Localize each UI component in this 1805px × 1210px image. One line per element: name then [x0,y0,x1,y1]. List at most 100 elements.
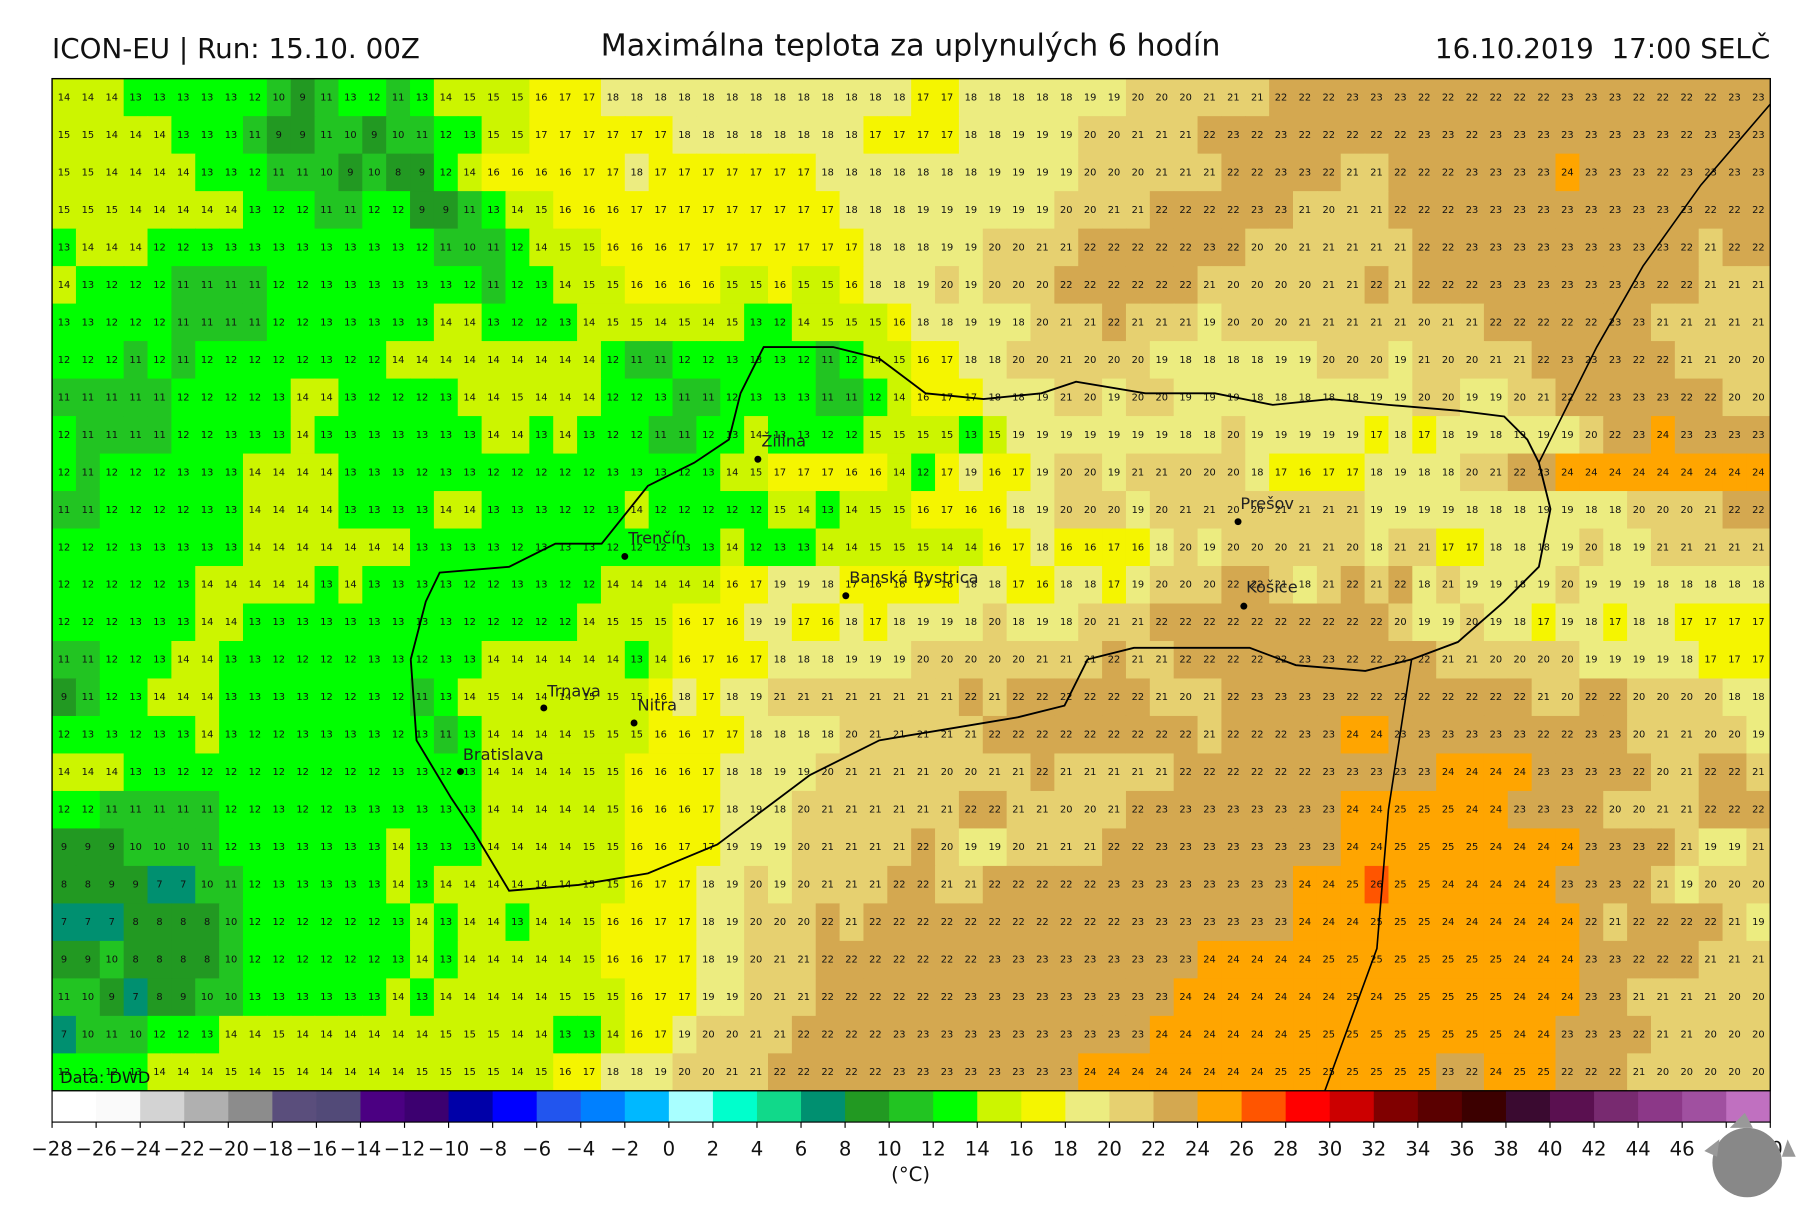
temp-value: 21 [774,955,787,966]
temp-cell [1364,266,1390,305]
temp-value: 12 [58,580,71,591]
temp-cell [1269,153,1294,192]
temp-value: 11 [129,355,142,366]
temp-value: 8 [61,880,67,891]
temp-value: 12 [273,955,286,966]
colorbar-tick-label: 16 [1009,1138,1034,1161]
temp-value: 14 [82,92,95,103]
temp-value: 22 [1203,130,1216,141]
temp-value: 13 [392,767,405,778]
temp-value: 17 [798,167,811,178]
temp-value: 14 [893,467,906,478]
temp-cell [386,228,411,267]
temp-value: 25 [1394,842,1407,853]
city-label: Nitra [638,695,678,714]
temp-value: 18 [1084,580,1097,591]
temp-value: 21 [1704,280,1717,291]
temp-value: 25 [1513,1067,1526,1078]
temp-value: 22 [988,917,1001,928]
temp-value: 14 [320,1030,333,1041]
temp-value: 21 [941,692,954,703]
temp-value: 15 [893,430,906,441]
temp-value: 11 [678,392,691,403]
temp-value: 14 [177,1067,190,1078]
temp-value: 25 [1346,880,1359,891]
temp-value: 23 [1299,692,1312,703]
temp-value: 12 [177,767,190,778]
temp-value: 17 [774,205,787,216]
temp-cell [123,228,149,267]
temp-cell [863,116,889,155]
temp-value: 12 [273,280,286,291]
temp-value: 20 [1084,205,1097,216]
temp-cell [266,78,292,117]
temp-value: 21 [1394,542,1407,553]
colorbar-tick-label: −4 [566,1138,595,1161]
temp-value: 15 [487,692,500,703]
temp-value: 25 [1418,917,1431,928]
temp-cell [1555,116,1581,155]
temp-cell [1102,228,1127,267]
temp-value: 23 [1561,92,1574,103]
temp-value: 18 [988,92,1001,103]
temp-cell [99,303,125,342]
temp-value: 13 [249,205,262,216]
temp-value: 23 [1585,1030,1598,1041]
city-label: Prešov [1240,494,1294,513]
temp-value: 9 [371,130,377,141]
temp-cell [1245,191,1270,230]
temp-value: 18 [821,130,834,141]
temp-value: 11 [249,317,262,328]
temp-cell [219,153,244,192]
temp-value: 23 [1513,130,1526,141]
temp-value: 20 [1108,130,1121,141]
temp-cell [1078,153,1103,192]
temp-value: 13 [416,430,429,441]
colorbar-tick-label: 30 [1317,1138,1342,1161]
temp-value: 14 [559,430,572,441]
temp-value: 21 [1155,655,1168,666]
temp-value: 23 [1513,805,1526,816]
temp-cell [1197,228,1223,267]
temp-value: 22 [1728,505,1741,516]
temp-value: 18 [1633,617,1646,628]
temp-value: 13 [344,280,357,291]
temp-value: 12 [440,767,453,778]
temp-value: 21 [1346,167,1359,178]
temp-cell [672,266,698,305]
temp-value: 17 [702,655,715,666]
temp-value: 14 [440,355,453,366]
temp-value: 14 [296,430,309,441]
temp-cell [791,266,817,305]
temp-value: 19 [1084,92,1097,103]
temp-value: 20 [1752,355,1765,366]
temp-value: 21 [845,692,858,703]
temp-value: 11 [654,430,667,441]
temp-value: 19 [1394,467,1407,478]
temp-value: 23 [1609,92,1622,103]
temp-value: 20 [1012,655,1025,666]
temp-value: 23 [1132,917,1145,928]
temp-value: 13 [129,542,142,553]
temp-value: 18 [630,1067,643,1078]
temp-value: 22 [1418,205,1431,216]
temp-value: 14 [58,767,71,778]
temp-cell [505,78,531,117]
temp-cell [958,228,984,267]
temp-value: 25 [1466,1030,1479,1041]
temp-value: 21 [1155,692,1168,703]
colorbar-segment [1241,1090,1287,1123]
temp-value: 11 [344,205,357,216]
temp-value: 22 [1179,280,1192,291]
temp-value: 23 [1561,280,1574,291]
temp-value: 13 [273,692,286,703]
temp-value: 16 [678,767,691,778]
temp-cell [1674,266,1700,305]
temp-cell [1531,78,1557,117]
temp-cell [863,191,889,230]
temp-value: 22 [1537,730,1550,741]
temp-cell [219,78,244,117]
temp-cell [815,191,841,230]
temp-cell [720,116,745,155]
temp-cell [457,303,483,342]
